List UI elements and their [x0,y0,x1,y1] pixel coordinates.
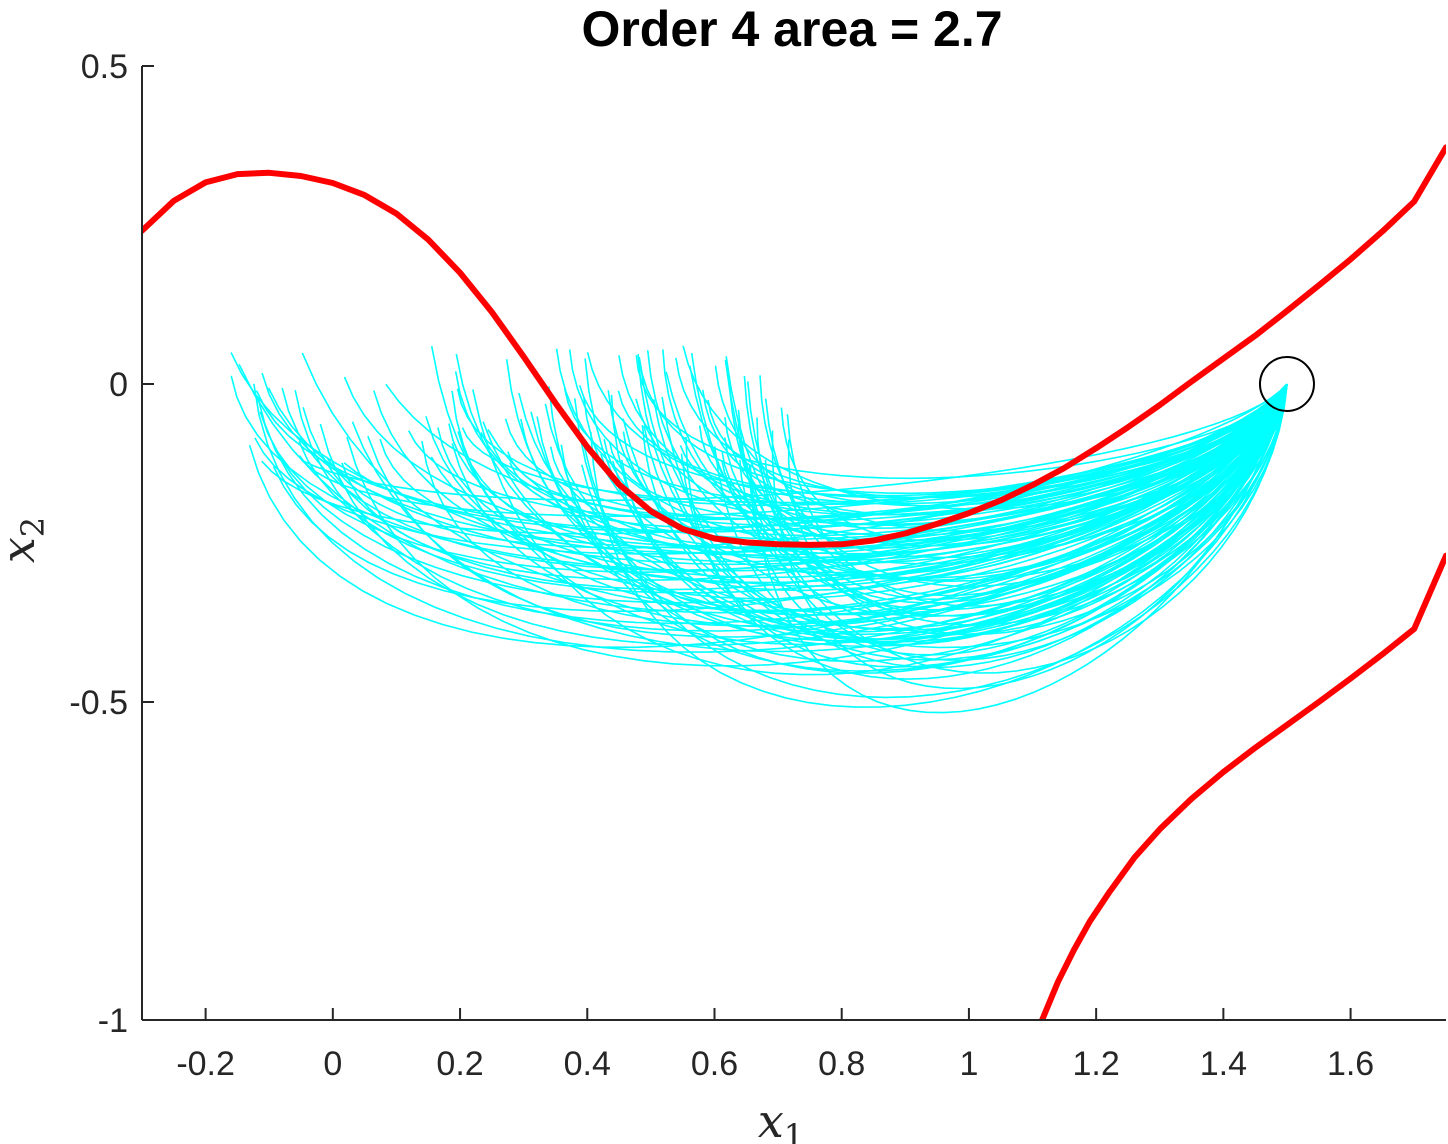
trajectory-line [298,383,1288,518]
chart-title: Order 4 area = 2.7 [581,1,1002,57]
x-tick-label: 1.4 [1200,1045,1247,1083]
boundary-lower-line [1039,552,1446,1020]
x-axis-label: x1 [758,1094,804,1144]
trajectory-line [590,383,1288,708]
axes: -0.2 0 0.2 0.4 0.6 0.8 1 1.2 1.4 1.6 0.5 0 -0.5 -1 [69,48,1446,1083]
x-tick-label: -0.2 [176,1045,235,1083]
y-tick-label: -0.5 [69,684,128,722]
y-tick-label: -1 [98,1002,128,1040]
x-tick-label: 1.6 [1327,1045,1374,1083]
trajectory-line [451,383,1288,613]
trajectory-line [253,383,1288,653]
trajectory-line [707,383,1288,507]
trajectory-line [721,383,1288,543]
trajectory-line [748,383,1288,656]
x-tick-label: 0 [323,1045,342,1083]
trajectory-line [680,383,1288,680]
y-ticks: 0.5 0 -0.5 -1 [69,48,154,1040]
trajectory-line [518,383,1288,587]
trajectory-line [482,383,1288,636]
x-tick-label: 0.6 [691,1045,738,1083]
trajectory-line [607,383,1288,577]
y-tick-label: 0.5 [81,48,128,86]
trajectory-line [421,383,1288,627]
plot-area [142,144,1446,1020]
trajectory-line [728,383,1288,604]
boundary-upper-line [142,144,1446,548]
trajectory-line [300,383,1288,502]
trajectory-line [351,383,1288,653]
x-axis-label-subscript: 1 [784,1117,804,1144]
trajectory-line [281,383,1288,571]
trajectory-line [749,383,1288,714]
trajectory-line [661,383,1288,646]
trajectory-line [743,375,1288,601]
boundary-group [142,144,1446,1020]
trajectory-line [643,383,1288,632]
trajectory-line [583,383,1288,699]
x-tick-label: 1.2 [1073,1045,1120,1083]
trajectory-line [456,383,1288,507]
x-ticks: -0.2 0 0.2 0.4 0.6 0.8 1 1.2 1.4 1.6 [176,1008,1374,1083]
x-tick-label: 0.4 [564,1045,611,1083]
x-tick-label: 0.8 [818,1045,865,1083]
trajectory-line [560,383,1288,672]
equilibrium-marker [1258,356,1315,412]
x-tick-label: 1 [959,1045,978,1083]
trajectory-line [780,383,1288,542]
y-axis-label: x2 [0,517,52,563]
y-axis-label-symbol: x [0,537,45,563]
y-axis-label-subscript: 2 [14,517,52,537]
trajectory-line [256,383,1288,625]
trajectory-line [230,375,1288,572]
trajectory-line [685,383,1288,668]
marker-group [1258,356,1315,412]
x-tick-label: 0.2 [436,1045,483,1083]
trajectory-line [259,383,1288,574]
x-axis-label-symbol: x [758,1094,784,1144]
y-tick-label: 0 [109,366,128,404]
trajectory-line [548,383,1288,663]
trajectory-group [230,345,1288,714]
trajectory-line [563,383,1288,506]
